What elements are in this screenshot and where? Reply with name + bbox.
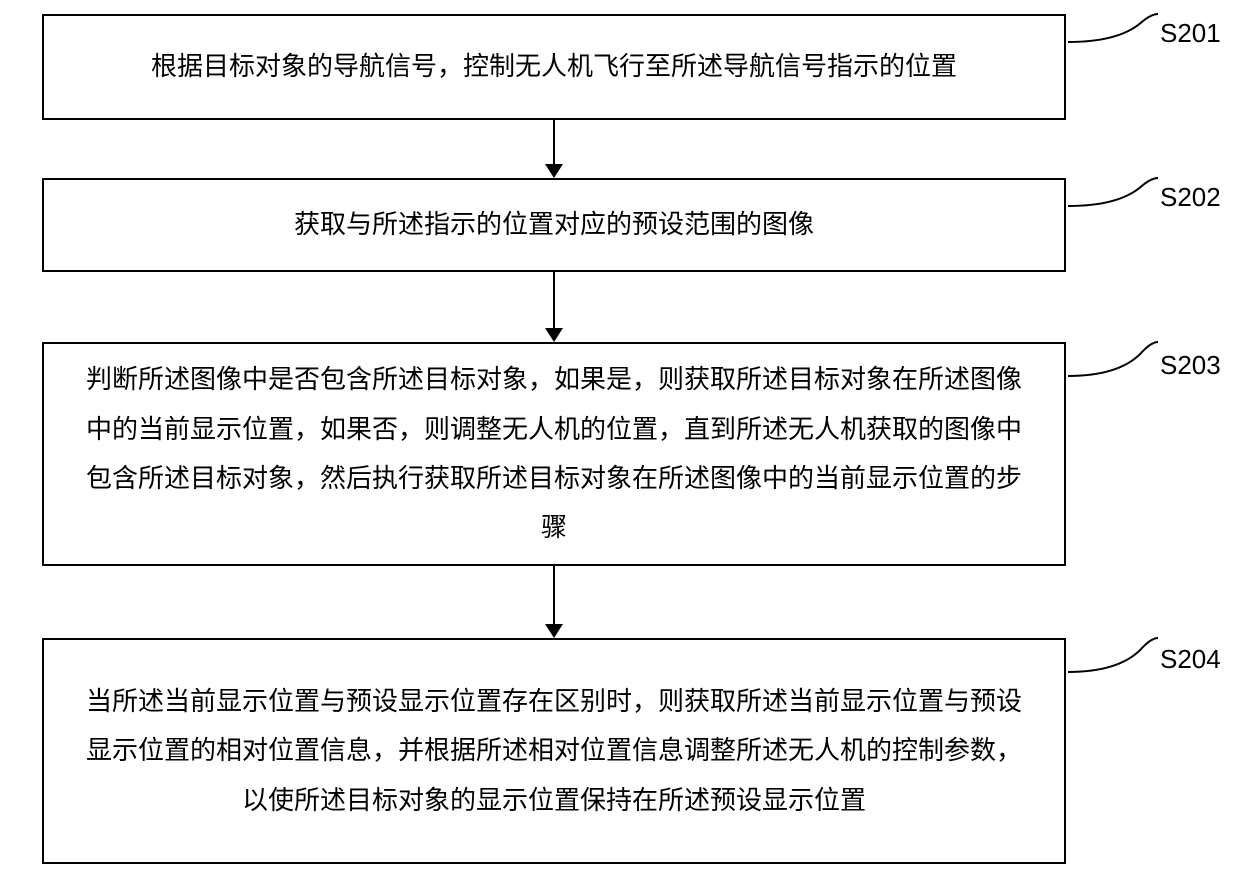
flow-step-label-s204: S204 [1160, 644, 1221, 675]
flow-step-label-s202: S202 [1160, 182, 1221, 213]
flow-step-text: 判断所述图像中是否包含所述目标对象，如果是，则获取所述目标对象在所述图像中的当前… [74, 355, 1034, 553]
brace-connector [1068, 174, 1158, 212]
flowchart-canvas: 根据目标对象的导航信号，控制无人机飞行至所述导航信号指示的位置 S201 获取与所述… [0, 0, 1240, 891]
flow-step-s203: 判断所述图像中是否包含所述目标对象，如果是，则获取所述目标对象在所述图像中的当前… [42, 342, 1066, 566]
flow-arrow [541, 272, 567, 342]
flow-step-s201: 根据目标对象的导航信号，控制无人机飞行至所述导航信号指示的位置 [42, 14, 1066, 120]
brace-connector [1068, 338, 1158, 382]
flow-step-s202: 获取与所述指示的位置对应的预设范围的图像 [42, 178, 1066, 272]
flow-step-text: 根据目标对象的导航信号，控制无人机飞行至所述导航信号指示的位置 [151, 42, 957, 91]
flow-arrow [541, 566, 567, 638]
flow-step-text: 当所述当前显示位置与预设显示位置存在区别时，则获取所述当前显示位置与预设显示位置… [74, 677, 1034, 825]
flow-step-s204: 当所述当前显示位置与预设显示位置存在区别时，则获取所述当前显示位置与预设显示位置… [42, 638, 1066, 864]
brace-connector [1068, 10, 1158, 48]
flow-step-label-s201: S201 [1160, 18, 1221, 49]
brace-connector [1068, 634, 1158, 678]
flow-step-label-s203: S203 [1160, 350, 1221, 381]
flow-arrow [541, 120, 567, 178]
flow-step-text: 获取与所述指示的位置对应的预设范围的图像 [294, 200, 814, 249]
